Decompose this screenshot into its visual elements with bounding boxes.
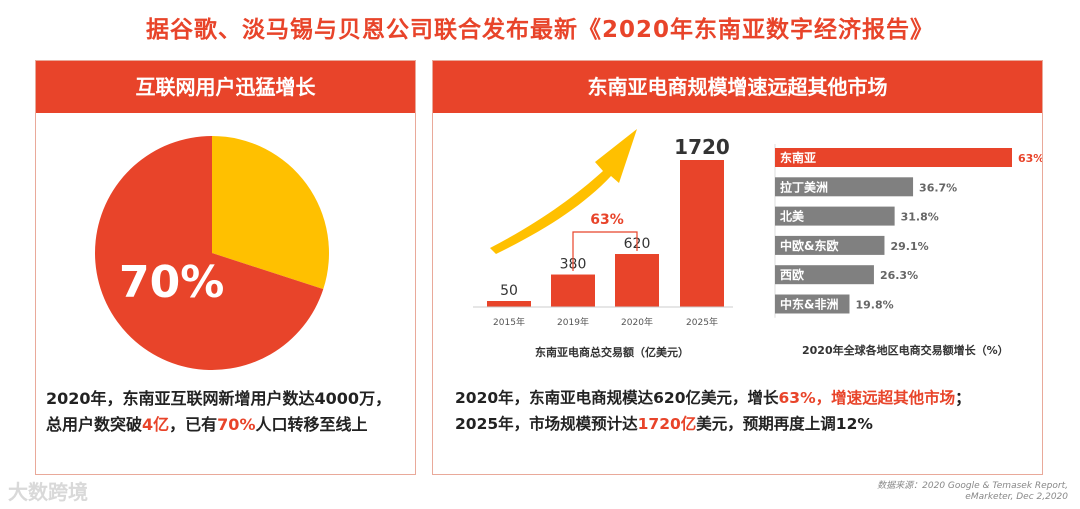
ecommerce-panel: 东南亚电商规模增速远超其他市场 50 2015年 380 2019年 620 2020年 1… bbox=[432, 60, 1043, 475]
gmv-tick-0: 2015年 bbox=[493, 316, 525, 328]
pie-slice-online bbox=[95, 136, 324, 370]
ecommerce-header: 东南亚电商规模增速远超其他市场 bbox=[433, 61, 1042, 113]
ecom-line2-text: 2025年，市场规模预计达 bbox=[455, 415, 638, 433]
gmv-bar-0 bbox=[487, 301, 531, 307]
page-title: 据谷歌、淡马锡与贝恩公司联合发布最新《2020年东南亚数字经济报告》 bbox=[145, 17, 934, 43]
region-chart-title: 2020年全球各地区电商交易额增长（%） bbox=[802, 342, 1037, 358]
region-bar-2 bbox=[775, 206, 895, 226]
source-line-1: 数据来源：2020 Google & Temasek Report, bbox=[877, 481, 1068, 491]
region-value-0: 63% bbox=[1018, 152, 1042, 165]
region-value-3: 29.1% bbox=[890, 240, 928, 253]
region-value-4: 26.3% bbox=[880, 269, 918, 282]
region-label-0: 东南亚 bbox=[780, 150, 816, 165]
internet-users-header: 互联网用户迅猛增长 bbox=[36, 61, 415, 113]
ecommerce-line-2: 2025年，市场规模预计达1720亿美元，预期再度上调12% bbox=[455, 411, 1040, 437]
region-label-3: 中欧&东欧 bbox=[780, 238, 838, 253]
ecom-line2-highlight: 1720亿 bbox=[637, 415, 697, 433]
source-line-2: eMarketer, Dec 2,2020 bbox=[965, 492, 1068, 502]
region-bar-1 bbox=[775, 177, 914, 197]
ecommerce-text: 2020年，东南亚电商规模达620亿美元，增长63%，增速远超其他市场； 202… bbox=[455, 385, 1040, 437]
internet-users-panel: 互联网用户迅猛增长 70% 2020年，东南亚互联网新增用户数达4000万， 总… bbox=[35, 60, 416, 475]
data-source: 数据来源：2020 Google & Temasek Report, eMark… bbox=[877, 481, 1068, 503]
ecom-line1-text: 2020年，东南亚电商规模达620亿美元，增长 bbox=[455, 389, 779, 407]
ecom-line1-end: ； bbox=[955, 389, 971, 407]
growth-annotation: 63% bbox=[590, 212, 624, 228]
gmv-tick-3: 2025年 bbox=[686, 316, 718, 328]
line2-text-a: 总用户数突破 bbox=[46, 415, 143, 434]
line2-highlight-users: 4亿 bbox=[142, 415, 170, 434]
region-bar-4 bbox=[775, 265, 874, 285]
gmv-chart-title: 东南亚电商总交易额（亿美元） bbox=[535, 344, 735, 360]
internet-users-line-1: 2020年，东南亚互联网新增用户数达4000万， bbox=[46, 389, 392, 408]
internet-users-line-2: 总用户数突破4亿，已有70%人口转移至线上 bbox=[46, 412, 411, 438]
gmv-bar-value-3: 1720 bbox=[674, 135, 730, 159]
region-bar-0 bbox=[775, 148, 1012, 167]
pie-slice-other bbox=[212, 136, 329, 290]
watermark-logo: 大数跨境 bbox=[8, 480, 88, 504]
region-label-1: 拉丁美洲 bbox=[780, 179, 828, 194]
line2-text-b: ，已有 bbox=[169, 415, 218, 434]
user-pie-chart bbox=[95, 136, 329, 370]
internet-users-text: 2020年，东南亚互联网新增用户数达4000万， 总用户数突破4亿，已有70%人… bbox=[46, 386, 411, 438]
line2-text-c: 人口转移至线上 bbox=[255, 415, 368, 434]
pie-percent-label: 70% bbox=[119, 257, 225, 308]
gmv-bar-3 bbox=[680, 160, 724, 307]
region-value-2: 31.8% bbox=[901, 211, 939, 224]
line2-highlight-pct: 70% bbox=[217, 415, 256, 434]
gmv-bar-1 bbox=[551, 274, 595, 307]
gmv-bar-2 bbox=[615, 254, 659, 307]
region-chart-title-text: 2020年全球各地区电商交易额增长（%） bbox=[802, 344, 1009, 357]
gmv-bar-value-0: 50 bbox=[500, 283, 518, 299]
region-label-2: 北美 bbox=[780, 209, 805, 224]
growth-bracket bbox=[572, 231, 638, 271]
region-bar-3 bbox=[775, 235, 885, 255]
region-label-5: 中东&非洲 bbox=[780, 297, 838, 312]
region-bar-5 bbox=[775, 294, 850, 314]
region-label-4: 西欧 bbox=[780, 267, 804, 282]
gmv-tick-2: 2020年 bbox=[621, 316, 653, 328]
gmv-chart-title-text: 东南亚电商总交易额（亿美元） bbox=[535, 346, 689, 359]
ecom-line2-end: 美元，预期再度上调12% bbox=[696, 415, 873, 433]
region-value-5: 19.8% bbox=[855, 299, 893, 312]
growth-arrow-icon bbox=[490, 129, 637, 254]
region-value-1: 36.7% bbox=[919, 181, 957, 194]
gmv-tick-1: 2019年 bbox=[557, 316, 589, 328]
ecom-line1-highlight: 63%，增速远超其他市场 bbox=[778, 389, 956, 407]
ecommerce-line-1: 2020年，东南亚电商规模达620亿美元，增长63%，增速远超其他市场； bbox=[455, 385, 1040, 411]
